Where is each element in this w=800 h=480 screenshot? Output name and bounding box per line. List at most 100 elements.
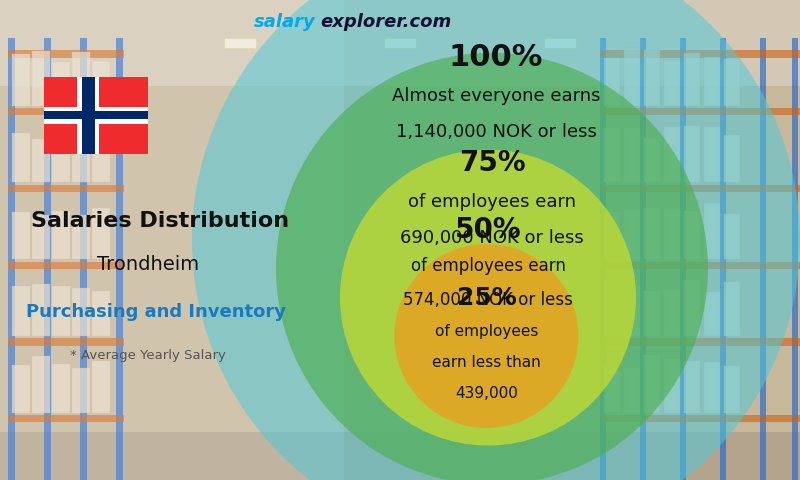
- Text: Salaries Distribution: Salaries Distribution: [31, 211, 289, 231]
- Bar: [32, 132, 50, 182]
- Bar: [8, 262, 124, 269]
- Bar: [12, 214, 30, 259]
- Text: 75%: 75%: [458, 149, 526, 177]
- Text: 50%: 50%: [454, 216, 522, 244]
- Bar: [0, 432, 800, 480]
- Bar: [52, 209, 70, 259]
- Bar: [80, 38, 87, 480]
- Bar: [684, 132, 700, 182]
- Text: 100%: 100%: [449, 43, 543, 72]
- Bar: [684, 356, 700, 413]
- Bar: [0, 0, 800, 86]
- Bar: [0, 0, 344, 480]
- Bar: [32, 54, 50, 106]
- Ellipse shape: [276, 53, 708, 480]
- Bar: [624, 214, 640, 259]
- Bar: [704, 361, 720, 413]
- Bar: [600, 338, 800, 346]
- Bar: [704, 210, 720, 259]
- Bar: [624, 138, 640, 182]
- Bar: [644, 289, 660, 336]
- Bar: [52, 279, 70, 336]
- Bar: [44, 107, 148, 124]
- Bar: [116, 38, 123, 480]
- Bar: [8, 50, 124, 58]
- Bar: [684, 291, 700, 336]
- Bar: [224, 38, 256, 48]
- Bar: [624, 370, 640, 413]
- Bar: [384, 38, 416, 48]
- Bar: [600, 108, 800, 115]
- Ellipse shape: [340, 150, 636, 445]
- Bar: [12, 52, 30, 106]
- Bar: [664, 136, 680, 182]
- Bar: [12, 134, 30, 182]
- Text: of employees earn: of employees earn: [410, 257, 566, 276]
- Text: 574,000 NOK or less: 574,000 NOK or less: [403, 291, 573, 309]
- Bar: [600, 50, 800, 58]
- Bar: [600, 262, 800, 269]
- Bar: [724, 211, 740, 259]
- Bar: [664, 57, 680, 106]
- Bar: [8, 185, 124, 192]
- Text: * Average Yearly Salary: * Average Yearly Salary: [70, 348, 226, 362]
- Bar: [52, 56, 70, 106]
- Bar: [32, 288, 50, 336]
- Bar: [92, 288, 110, 336]
- Bar: [52, 367, 70, 413]
- Bar: [600, 185, 800, 192]
- Bar: [32, 203, 50, 259]
- Bar: [82, 77, 94, 154]
- Bar: [664, 288, 680, 336]
- Bar: [720, 38, 726, 480]
- Bar: [604, 362, 620, 413]
- Text: 25%: 25%: [457, 286, 516, 310]
- Ellipse shape: [192, 0, 800, 480]
- Bar: [8, 108, 124, 115]
- Bar: [724, 361, 740, 413]
- Bar: [604, 130, 620, 182]
- Bar: [72, 50, 90, 106]
- Text: of employees: of employees: [434, 324, 538, 339]
- Bar: [12, 366, 30, 413]
- Text: of employees earn: of employees earn: [408, 192, 576, 211]
- Bar: [684, 60, 700, 106]
- Bar: [680, 38, 686, 480]
- Bar: [640, 38, 646, 480]
- Bar: [72, 358, 90, 413]
- Text: salary: salary: [254, 12, 316, 31]
- Bar: [92, 205, 110, 259]
- Bar: [644, 367, 660, 413]
- Bar: [92, 131, 110, 182]
- Ellipse shape: [394, 244, 578, 428]
- Text: Almost everyone earns: Almost everyone earns: [392, 87, 600, 105]
- Bar: [724, 130, 740, 182]
- Bar: [52, 127, 70, 182]
- Bar: [32, 369, 50, 413]
- Bar: [792, 38, 798, 480]
- Text: 439,000: 439,000: [455, 386, 518, 401]
- Bar: [72, 281, 90, 336]
- Text: Trondheim: Trondheim: [97, 254, 199, 274]
- Bar: [704, 288, 720, 336]
- Bar: [44, 77, 148, 154]
- Bar: [724, 55, 740, 106]
- Text: earn less than: earn less than: [432, 355, 541, 370]
- Bar: [644, 132, 660, 182]
- Bar: [684, 213, 700, 259]
- Text: Purchasing and Inventory: Purchasing and Inventory: [26, 303, 286, 321]
- Bar: [664, 369, 680, 413]
- Bar: [600, 415, 800, 422]
- Bar: [760, 38, 766, 480]
- Bar: [8, 38, 15, 480]
- Bar: [624, 52, 640, 106]
- Bar: [78, 77, 99, 154]
- Text: explorer.com: explorer.com: [320, 12, 451, 31]
- Bar: [604, 214, 620, 259]
- Bar: [8, 415, 124, 422]
- Bar: [92, 363, 110, 413]
- Bar: [724, 289, 740, 336]
- Bar: [544, 38, 576, 48]
- Bar: [604, 281, 620, 336]
- Bar: [624, 285, 640, 336]
